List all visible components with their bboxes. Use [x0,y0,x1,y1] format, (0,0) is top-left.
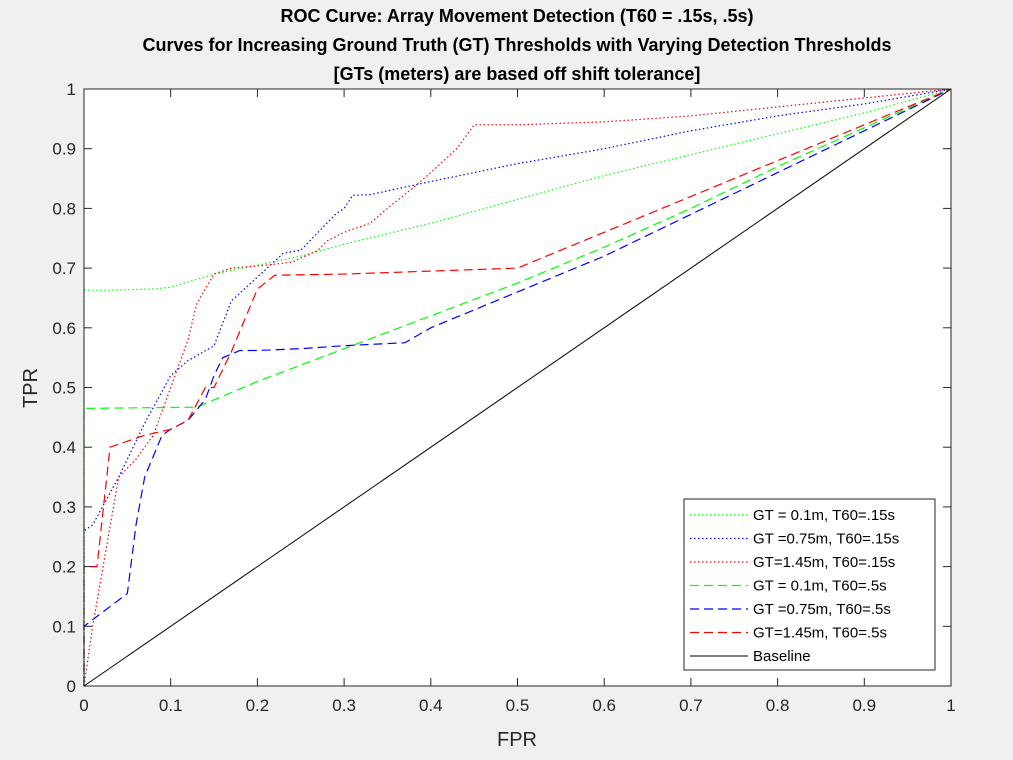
legend: GT = 0.1m, T60=.15s GT =0.75m, T60=.15s GT… [683,498,936,671]
x-axis-ticks: 0 0.1 0.2 0.3 0.4 0.5 0.6 0.7 0.8 0.9 1 [79,89,956,715]
legend-label-7: Baseline [753,648,811,665]
x-tick-label: 0.5 [506,696,530,715]
series-line-1 [83,88,952,686]
y-tick-label: 0.3 [52,498,76,517]
series-line-4 [83,88,952,686]
x-axis-label: FPR [497,729,537,751]
y-axis-ticks: 0 0.1 0.2 0.3 0.4 0.5 0.6 0.7 0.8 0.9 1 [52,80,951,696]
series-line-5 [83,88,952,686]
x-tick-label: 0.4 [419,696,443,715]
y-tick-label: 0 [67,677,76,696]
legend-label-5: GT =0.75m, T60=.5s [753,601,891,618]
chart-title-line-1: ROC Curve: Array Movement Detection (T60… [281,6,754,26]
y-tick-label: 0.7 [52,259,76,278]
x-tick-label: 1 [946,696,955,715]
chart-title-line-3: [GTs (meters) are based off shift tolera… [334,64,701,84]
y-tick-label: 0.8 [52,199,76,218]
y-axis-label: TPR [20,368,42,408]
legend-label-3: GT=1.45m, T60=.15s [753,554,895,571]
legend-label-4: GT = 0.1m, T60=.5s [753,578,887,595]
legend-box [683,498,936,671]
legend-label-1: GT = 0.1m, T60=.15s [753,507,895,524]
x-tick-label: 0 [79,696,88,715]
x-tick-label: 0.8 [766,696,790,715]
legend-label-6: GT=1.45m, T60=.5s [753,625,887,642]
y-tick-label: 0.4 [52,438,76,457]
chart-title: ROC Curve: Array Movement Detection (T60… [142,6,891,84]
x-tick-label: 0.1 [159,696,183,715]
y-tick-label: 0.6 [52,319,76,338]
y-tick-label: 0.1 [52,617,76,636]
x-tick-label: 0.9 [852,696,876,715]
series-layer [83,88,952,687]
legend-entries: GT = 0.1m, T60=.15s GT =0.75m, T60=.15s GT… [690,507,899,665]
y-tick-label: 0.2 [52,558,76,577]
y-tick-label: 0.5 [52,379,76,398]
legend-label-2: GT =0.75m, T60=.15s [753,531,899,548]
series-line-6 [83,88,952,686]
x-tick-label: 0.7 [679,696,703,715]
x-tick-label: 0.6 [592,696,616,715]
x-tick-label: 0.3 [332,696,356,715]
series-line-7 [83,88,952,687]
chart-title-line-2: Curves for Increasing Ground Truth (GT) … [142,35,891,55]
y-tick-label: 1 [67,80,76,99]
x-tick-label: 0.2 [246,696,270,715]
y-tick-label: 0.9 [52,140,76,159]
